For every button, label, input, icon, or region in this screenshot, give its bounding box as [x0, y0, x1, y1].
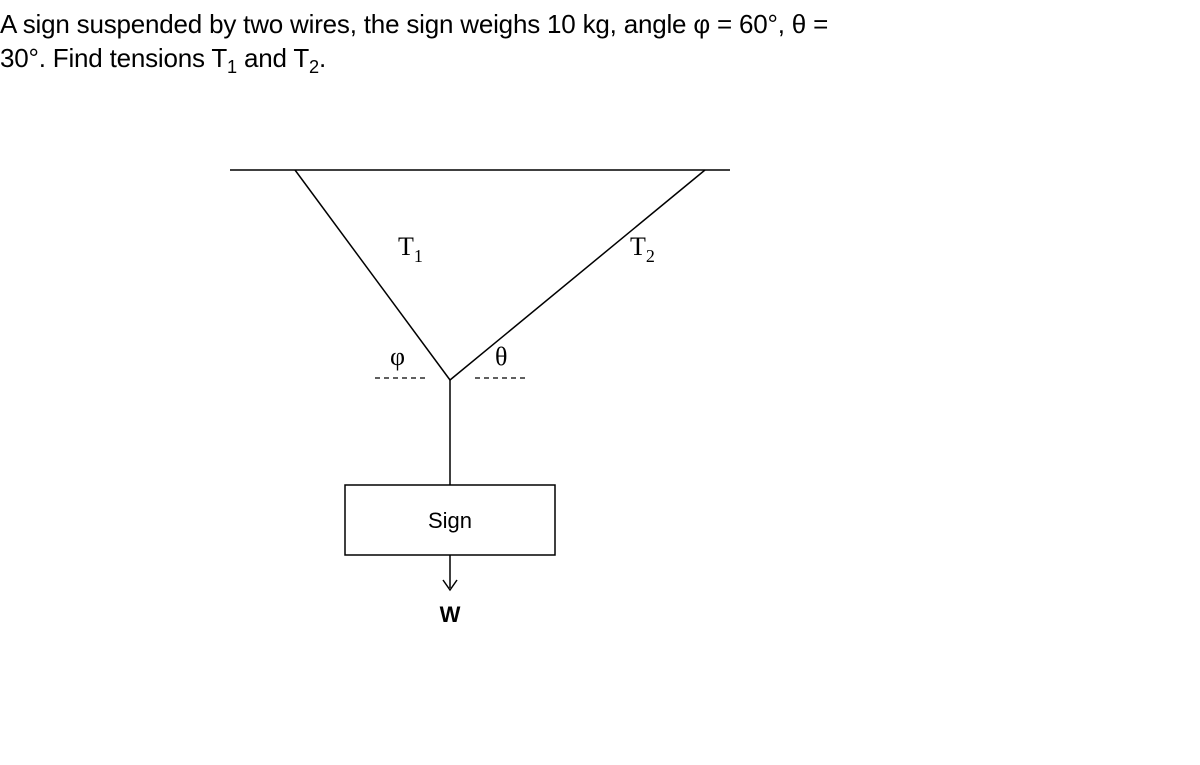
wire-t2	[450, 170, 705, 380]
problem-line1-mid: , angle φ =	[610, 9, 739, 39]
problem-line2-prefix: 30°. Find tensions T	[0, 43, 227, 73]
problem-statement: A sign suspended by two wires, the sign …	[0, 8, 828, 80]
problem-line2-mid: and T	[237, 43, 309, 73]
label-theta: θ	[495, 342, 507, 371]
problem-line2-end: .	[319, 43, 326, 73]
problem-phi: 60°	[739, 9, 778, 39]
label-t1: T1	[398, 232, 423, 266]
problem-t1sub: 1	[227, 57, 237, 77]
problem-line1-prefix: A sign suspended by two wires, the sign …	[0, 9, 547, 39]
label-phi: φ	[390, 342, 405, 371]
free-body-diagram: T1 T2 φ θ Sign W	[180, 140, 820, 700]
problem-t2sub: 2	[309, 57, 319, 77]
problem-line1-mid2: , θ =	[778, 9, 828, 39]
label-w: W	[440, 602, 461, 627]
diagram-svg: T1 T2 φ θ Sign W	[180, 140, 820, 700]
label-sign: Sign	[428, 508, 472, 533]
wire-t1	[295, 170, 450, 380]
label-t2: T2	[630, 232, 655, 266]
problem-mass: 10 kg	[547, 9, 610, 39]
